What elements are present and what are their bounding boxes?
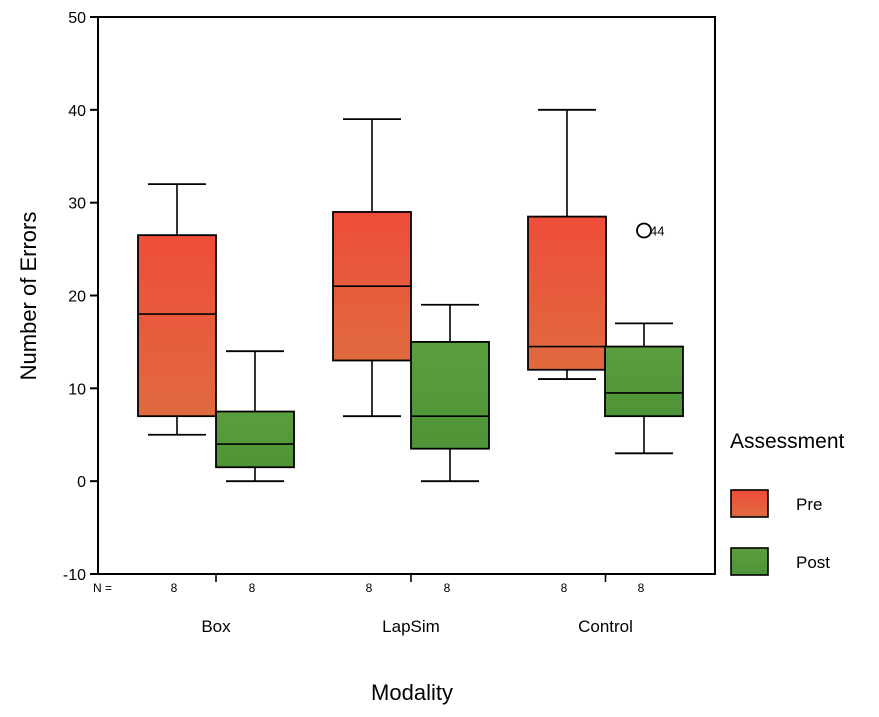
iqr-box [527,215,607,371]
box-pre-control [527,108,607,380]
y-tick-label: 30 [68,196,86,213]
legend-label-pre: Pre [796,495,822,514]
box-post-control [604,322,684,455]
iqr-box [410,341,490,450]
y-tick-label: 10 [68,381,86,398]
iqr-box [137,234,217,418]
n-count-label: 8 [249,581,256,595]
category-label: Box [201,617,231,636]
y-tick-label: 40 [68,103,86,120]
iqr-box [604,345,684,418]
y-tick-label: 20 [68,289,86,306]
n-count-label: 8 [638,581,645,595]
legend-swatch-pre [730,489,769,518]
category-label: LapSim [382,617,440,636]
iqr-box [215,410,295,469]
outlier-marker [636,222,652,239]
legend-swatch-post [730,547,769,576]
n-count-label: 8 [444,581,451,595]
legend-title: Assessment [730,430,845,453]
x-axis: N = 8 8 Box 8 8 LapSim 8 8 Control [93,574,645,636]
category-label: Control [578,617,633,636]
y-tick-label: 50 [68,10,86,27]
y-axis-title: Number of Errors [16,212,41,381]
box-pre-lapsim [332,118,412,418]
box-post-lapsim [410,303,490,483]
box-post-box [215,350,295,483]
n-count-label: 8 [561,581,568,595]
legend-label-post: Post [796,553,830,572]
boxes: 44 [137,108,684,483]
box-pre-box [137,183,217,436]
n-count-label: 8 [366,581,373,595]
y-tick-label: -10 [63,567,86,584]
legend: Assessment Pre Post [730,430,845,576]
n-count-label: 8 [171,581,178,595]
n-prefix-label: N = [93,581,112,595]
y-tick-label: 0 [77,474,86,491]
y-axis: -10 0 10 20 30 40 50 [63,10,98,584]
x-axis-title: Modality [371,680,453,705]
outlier-label: 44 [650,224,664,239]
